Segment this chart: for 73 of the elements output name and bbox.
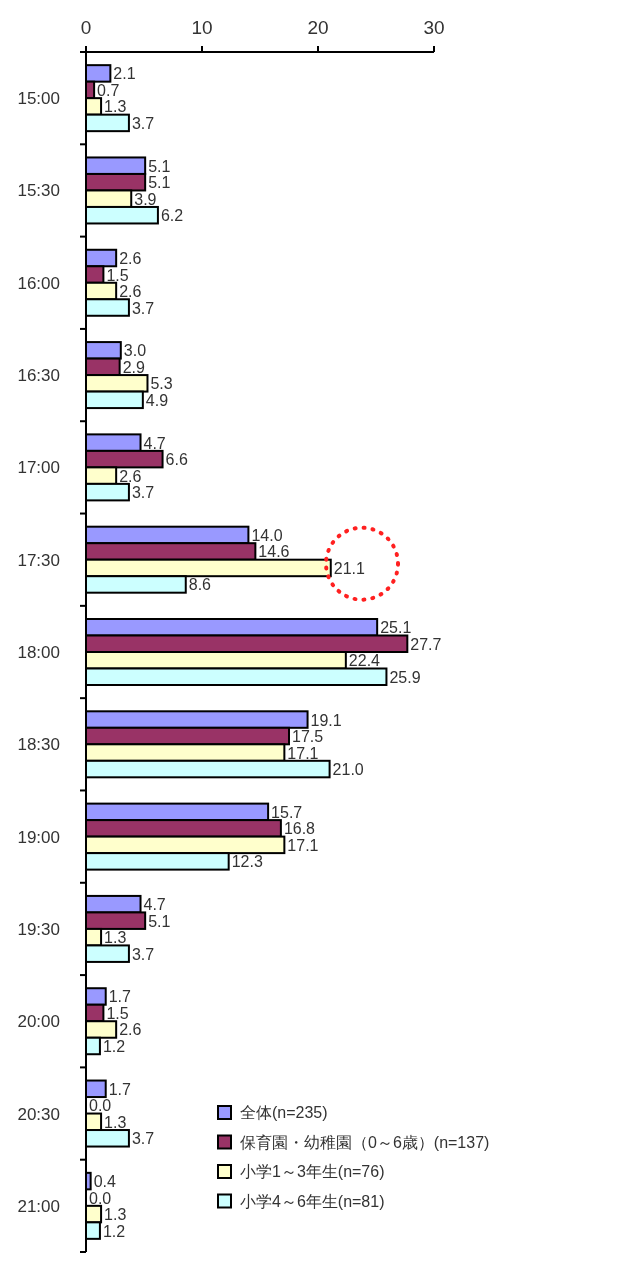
y-tick-label: 16:30 [17, 366, 60, 386]
data-label: 1.2 [102, 1037, 126, 1055]
data-label: 17.1 [287, 836, 319, 854]
data-label: 4.7 [143, 434, 166, 452]
data-label: 8.6 [188, 576, 212, 594]
data-label: 1.7 [108, 1080, 132, 1098]
y-tick-label: 19:30 [17, 919, 60, 939]
data-label: 25.1 [380, 619, 412, 637]
data-label: 19.1 [310, 711, 342, 729]
data-label: 3.7 [131, 945, 155, 963]
data-label: 2.6 [119, 467, 142, 485]
y-tick-label: 19:00 [17, 827, 60, 847]
data-label: 16.8 [283, 820, 316, 838]
x-tick-label: 30 [423, 17, 445, 38]
data-label: 25.9 [389, 668, 421, 686]
data-label: 5.1 [148, 174, 171, 192]
y-tick-label: 17:00 [17, 458, 60, 478]
data-label: 6.2 [160, 207, 184, 225]
data-label: 2.6 [119, 250, 142, 268]
data-label: 3.9 [134, 190, 157, 208]
data-label: 2.1 [113, 65, 136, 83]
legend-label: 保育園・幼稚園（0～6歳）(n=137) [240, 1133, 490, 1151]
x-tick-label: 10 [191, 17, 213, 38]
data-label: 14.0 [251, 526, 283, 544]
data-label: 2.6 [119, 283, 142, 301]
data-label: 21.0 [332, 761, 364, 779]
data-label: 5.1 [148, 157, 171, 175]
data-label: 3.7 [131, 114, 155, 132]
data-label: 12.3 [231, 853, 263, 871]
y-tick-label: 16:00 [17, 273, 60, 293]
x-tick-label: 0 [80, 17, 92, 38]
legend-label: 小学1～3年生(n=76) [240, 1163, 385, 1180]
data-label: 1.3 [104, 98, 127, 116]
data-label: 1.3 [104, 1113, 127, 1131]
y-tick-label: 18:00 [17, 643, 60, 662]
data-label: 14.6 [258, 543, 290, 561]
data-label: 0.0 [89, 1097, 112, 1115]
y-tick-label: 15:00 [17, 89, 60, 109]
data-label: 5.1 [148, 912, 171, 930]
y-tick-label: 20:30 [17, 1104, 60, 1124]
data-label: 1.5 [106, 266, 129, 284]
data-label: 0.7 [97, 81, 120, 99]
data-label: 4.9 [145, 391, 169, 409]
data-label: 27.7 [410, 635, 442, 653]
data-label: 1.5 [106, 1004, 129, 1022]
data-label: 3.7 [131, 299, 155, 317]
data-label: 2.6 [119, 1021, 142, 1039]
x-tick-label: 20 [307, 17, 329, 38]
y-tick-label: 17:30 [17, 550, 60, 570]
data-label: 6.6 [165, 451, 188, 469]
data-label: 0.0 [89, 1189, 112, 1207]
data-label: 15.7 [271, 803, 303, 821]
y-tick-label: 15:30 [17, 181, 60, 201]
data-label: 1.7 [108, 988, 132, 1006]
data-label: 17.1 [287, 744, 319, 762]
data-label: 1.2 [102, 1222, 126, 1240]
legend-label: 小学4～6年生(n=81) [240, 1192, 385, 1210]
legend-label: 全体(n=235) [240, 1104, 328, 1121]
data-label: 5.3 [150, 375, 173, 393]
data-label: 21.1 [333, 559, 365, 577]
data-label: 3.7 [131, 1130, 155, 1148]
y-tick-label: 18:30 [17, 735, 60, 755]
data-label: 1.3 [104, 929, 127, 947]
data-label: 22.4 [348, 652, 381, 670]
data-label: 17.5 [292, 728, 324, 746]
data-label: 2.9 [122, 358, 145, 376]
data-label: 1.3 [104, 1206, 127, 1224]
y-tick-label: 21:00 [17, 1196, 60, 1216]
y-tick-label: 20:00 [17, 1012, 60, 1032]
data-label: 3.0 [123, 342, 147, 360]
data-label: 0.4 [93, 1173, 116, 1191]
data-label: 3.7 [131, 484, 155, 502]
data-label: 4.7 [143, 896, 166, 914]
